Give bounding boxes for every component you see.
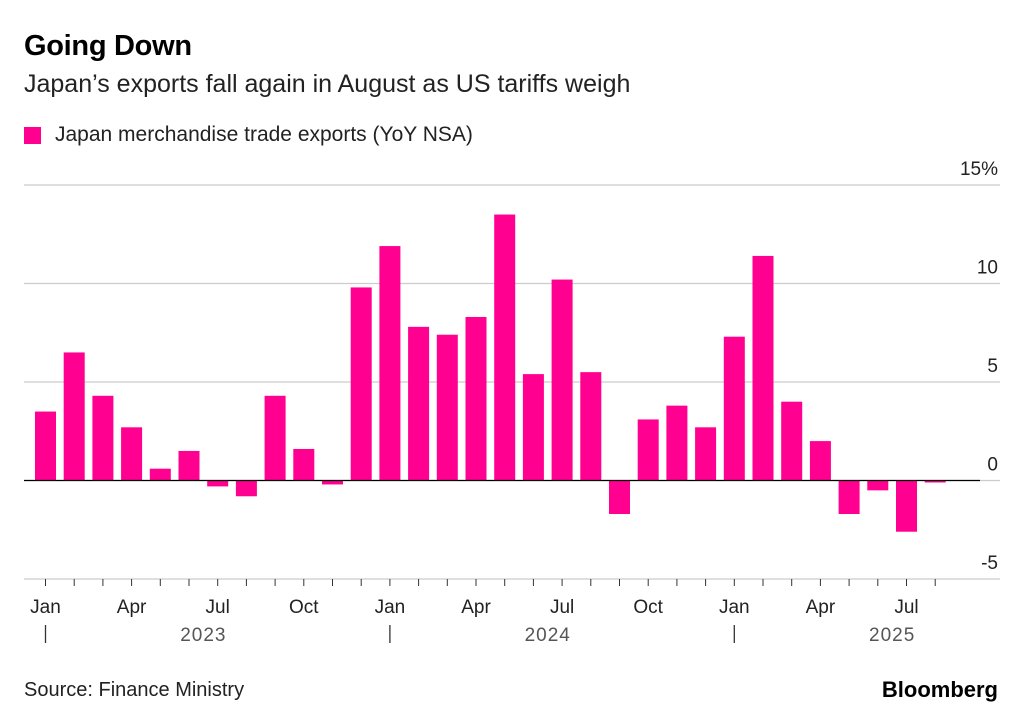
x-tick-label: Apr: [806, 597, 836, 618]
bar: [293, 448, 315, 481]
bar: [207, 480, 229, 487]
bar: [551, 279, 573, 481]
bar: [121, 427, 143, 481]
bar: [465, 316, 487, 481]
legend-swatch: [24, 126, 41, 144]
bar: [522, 374, 544, 481]
chart-title: Going Down: [24, 30, 192, 62]
x-tick-label: Jul: [894, 597, 918, 618]
bar: [379, 246, 401, 481]
legend-label: Japan merchandise trade exports (YoY NSA…: [55, 123, 473, 146]
bar: [178, 450, 200, 481]
bar: [436, 334, 458, 481]
bar: [235, 480, 257, 497]
x-tick-label: Jan: [719, 597, 750, 618]
bar: [408, 326, 430, 481]
bar: [666, 405, 688, 481]
bar: [609, 480, 630, 514]
year-label: 2023: [180, 625, 226, 646]
x-tick-label: Oct: [633, 597, 663, 618]
bar: [809, 441, 831, 481]
year-label: 2024: [525, 625, 571, 646]
bar: [149, 468, 171, 481]
y-tick-label: 0: [987, 455, 998, 476]
bar: [637, 419, 659, 481]
x-tick-label: Oct: [289, 597, 319, 618]
source-note: Source: Finance Ministry: [24, 679, 245, 701]
bar: [896, 480, 917, 532]
year-label: 2025: [869, 625, 915, 646]
bar: [580, 372, 602, 481]
bar: [924, 480, 946, 483]
y-tick-label: -5: [981, 553, 998, 574]
bar: [92, 395, 114, 481]
bar: [63, 352, 85, 481]
bar: [494, 214, 516, 481]
bar: [264, 395, 286, 481]
bar: [695, 427, 717, 481]
bar: [723, 336, 745, 481]
bar: [35, 411, 56, 481]
x-tick-label: Apr: [461, 597, 491, 618]
y-tick-label: 15%: [960, 159, 998, 180]
y-tick-label: 5: [987, 356, 998, 377]
bar: [838, 480, 860, 514]
x-tick-label: Jul: [206, 597, 230, 618]
bloomberg-logo: Bloomberg: [881, 677, 998, 702]
x-tick-label: Jan: [375, 597, 406, 618]
x-tick-label: Jul: [550, 597, 574, 618]
chart-subtitle: Japan’s exports fall again in August as …: [24, 70, 631, 98]
x-tick-label: Jan: [30, 597, 61, 618]
bar: [322, 480, 343, 485]
bar: [752, 255, 774, 481]
bar: [350, 287, 372, 481]
bar: [781, 401, 803, 481]
y-tick-label: 10: [977, 258, 998, 279]
x-tick-label: Apr: [117, 597, 147, 618]
legend: Japan merchandise trade exports (YoY NSA…: [24, 123, 473, 147]
bar: [867, 480, 889, 491]
